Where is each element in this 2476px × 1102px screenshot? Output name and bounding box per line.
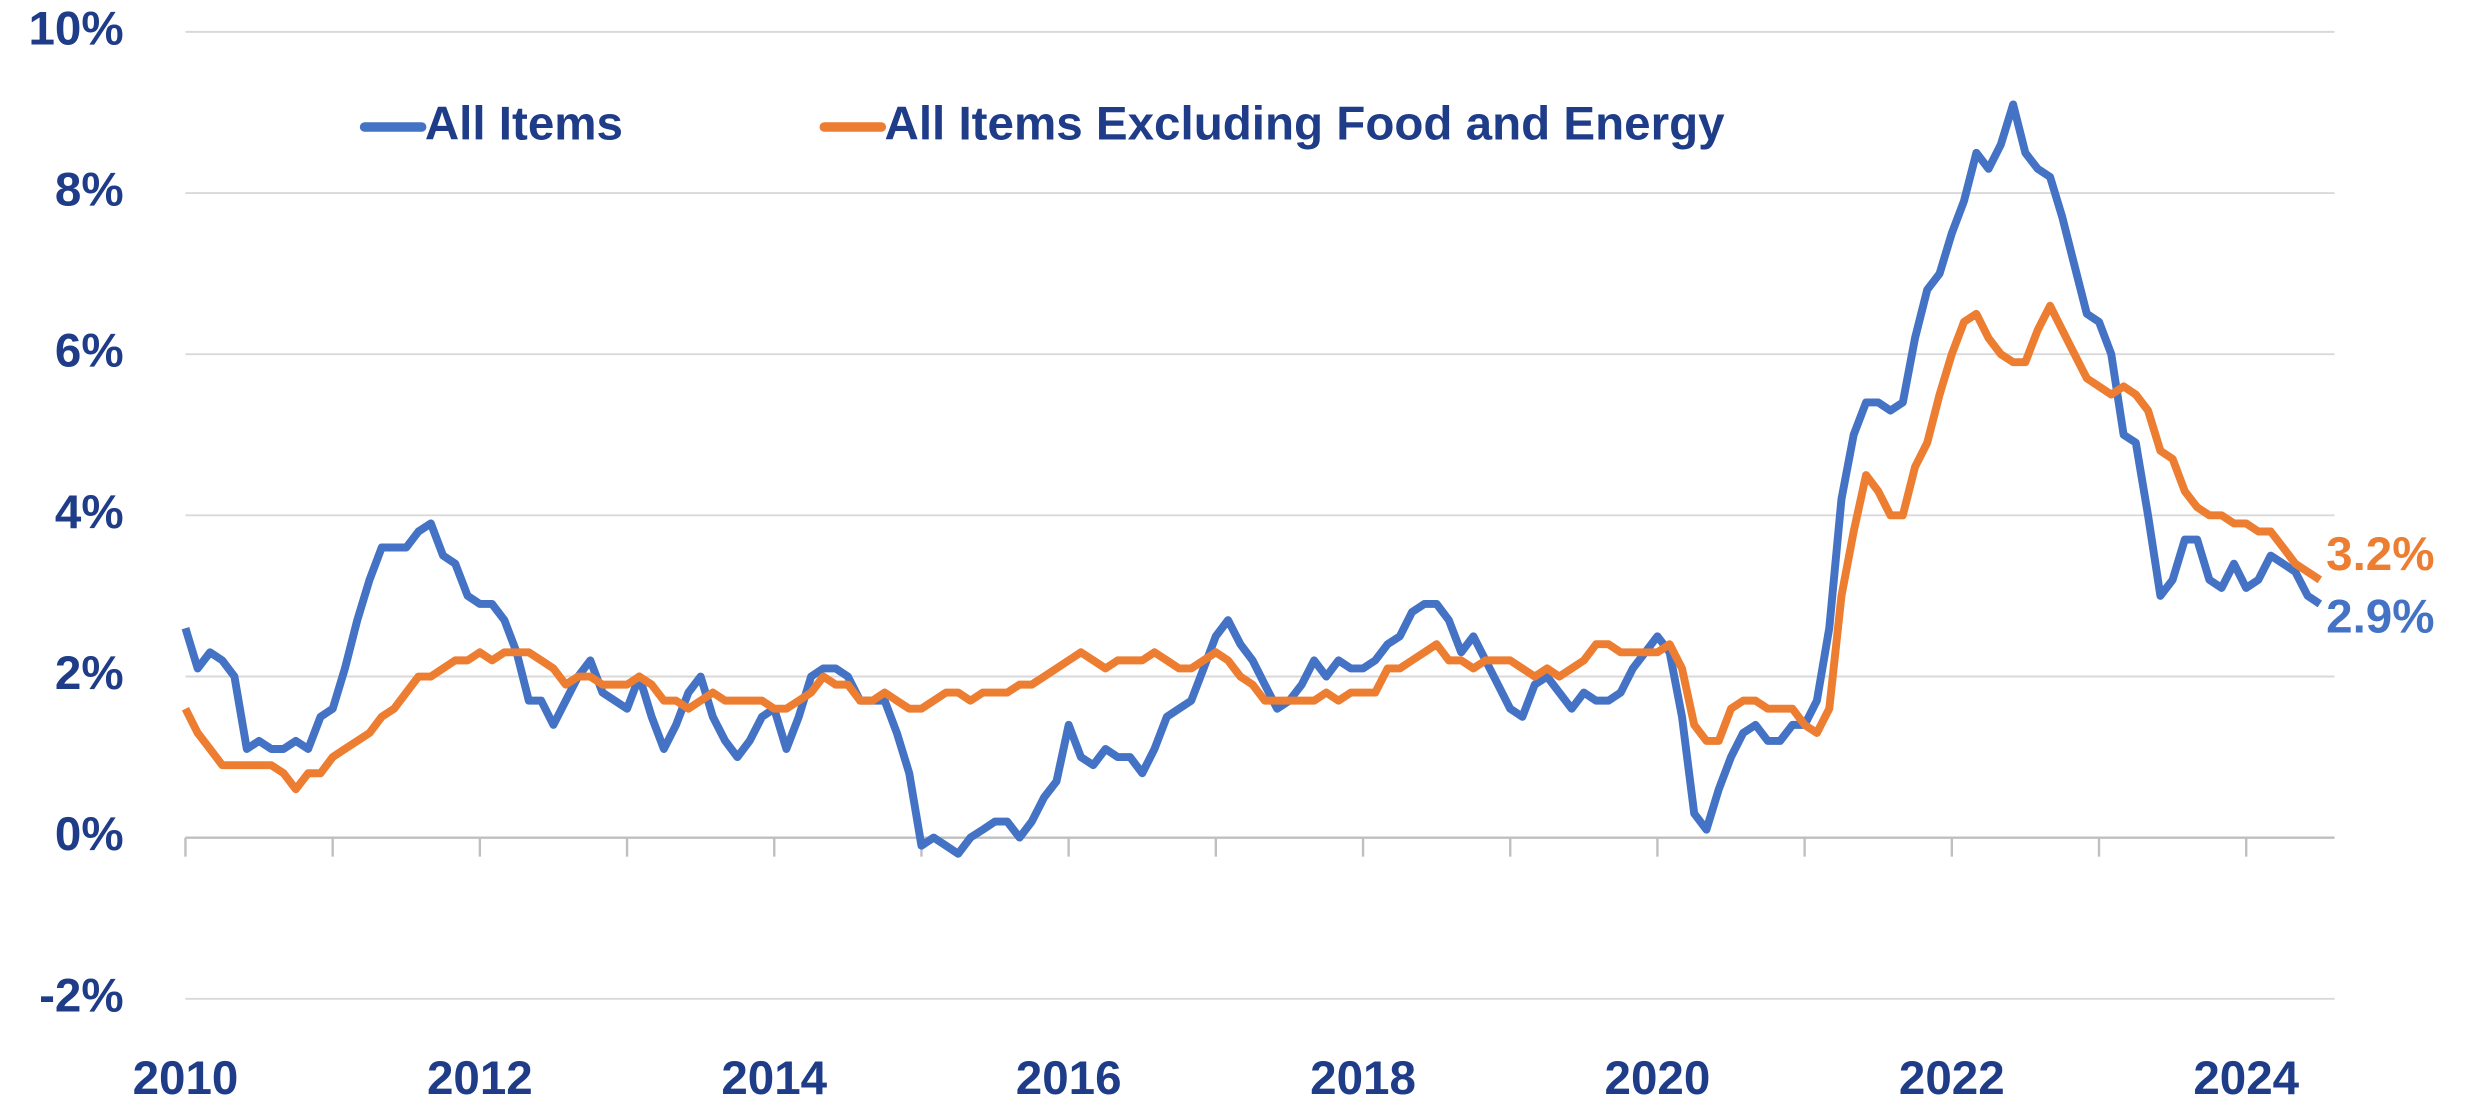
end-label: 3.2% — [2326, 528, 2434, 581]
x-tick-label: 2018 — [1310, 1052, 1416, 1102]
end-label: 2.9% — [2326, 590, 2434, 643]
y-tick-label: -2% — [39, 969, 124, 1022]
legend-label: All Items — [425, 98, 623, 151]
series-line — [181, 100, 2323, 858]
y-tick-label: 6% — [55, 325, 124, 378]
x-tick-label: 2022 — [1899, 1052, 2005, 1102]
x-tick-label: 2010 — [133, 1052, 239, 1102]
series-line — [181, 301, 2323, 794]
x-tick-label: 2012 — [427, 1052, 533, 1102]
x-tick-label: 2024 — [2193, 1052, 2299, 1102]
y-tick-label: 8% — [55, 164, 124, 217]
y-tick-label: 2% — [55, 647, 124, 700]
x-tick-label: 2016 — [1016, 1052, 1122, 1102]
y-tick-label: 4% — [55, 486, 124, 539]
x-tick-label: 2014 — [721, 1052, 827, 1102]
legend-label: All Items Excluding Food and Energy — [885, 98, 1726, 151]
y-tick-label: 10% — [28, 2, 123, 55]
y-tick-label: 0% — [55, 808, 124, 861]
x-tick-label: 2020 — [1605, 1052, 1711, 1102]
